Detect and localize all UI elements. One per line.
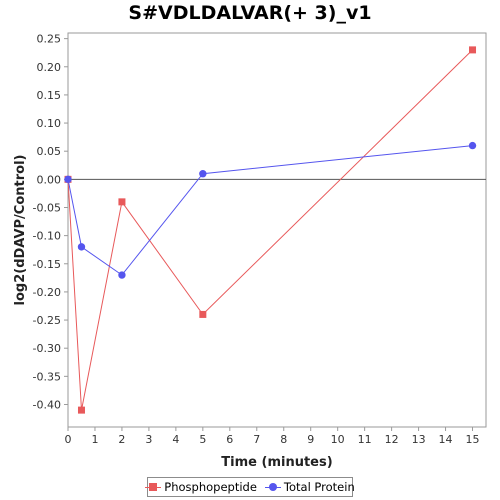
y-tick-label: -0.30 (33, 342, 61, 355)
y-axis-title: log2(dDAVP/Control) (13, 155, 28, 306)
y-tick-label: -0.05 (33, 201, 61, 214)
legend-item-total-protein: Total Protein (264, 480, 355, 494)
y-tick-label: 0.10 (37, 117, 62, 130)
data-point-total-protein (118, 271, 126, 279)
data-point-total-protein (77, 243, 86, 251)
y-tick-label: 0.05 (37, 145, 62, 158)
x-tick-label: 7 (253, 433, 260, 446)
data-point-total-protein (199, 170, 207, 178)
y-tick-label: 0.20 (37, 61, 62, 74)
y-tick-label: -0.15 (33, 258, 61, 271)
data-point-total-protein (468, 141, 477, 150)
y-tick-label: -0.10 (33, 230, 61, 243)
data-point-phosphopeptide (118, 198, 126, 206)
x-tick-label: 4 (172, 433, 179, 446)
data-point-total-protein (64, 175, 72, 184)
legend-label-phosphopeptide: Phosphopeptide (164, 480, 257, 494)
x-tick-label: 6 (226, 433, 233, 446)
x-tick-label: 14 (439, 433, 453, 446)
x-tick-label: 9 (307, 433, 314, 446)
x-tick-label: 0 (65, 433, 72, 446)
x-tick-label: 3 (145, 433, 152, 446)
y-tick-label: 0.00 (37, 173, 62, 186)
y-tick-label: -0.20 (33, 286, 61, 299)
x-tick-label: 8 (280, 433, 287, 446)
chart-title: S#VDLDALVAR(+ 3)_v1 (128, 2, 372, 24)
x-axis-title: Time (minutes) (221, 455, 332, 470)
x-tick-label: 2 (118, 433, 125, 446)
y-tick-label: -0.25 (33, 314, 61, 327)
data-point-phosphopeptide (199, 310, 207, 318)
y-tick-label: 0.15 (37, 89, 62, 102)
data-point-phosphopeptide (469, 46, 477, 54)
y-tick-label: -0.40 (33, 398, 61, 411)
x-tick-label: 1 (91, 433, 98, 446)
legend-item-phosphopeptide: Phosphopeptide (145, 480, 257, 494)
x-tick-label: 11 (358, 433, 372, 446)
legend-label-total-protein: Total Protein (283, 480, 355, 494)
square-marker-icon (145, 482, 162, 492)
legend: Phosphopeptide Total Protein (145, 477, 355, 497)
y-tick-label: -0.35 (33, 370, 61, 383)
x-tick-label: 15 (466, 433, 480, 446)
y-tick-label: 0.25 (37, 33, 62, 46)
circle-marker-icon (264, 482, 281, 492)
x-tick-label: 5 (199, 433, 206, 446)
x-tick-label: 13 (412, 433, 426, 446)
plot-area (67, 32, 487, 428)
x-tick-label: 10 (331, 433, 345, 446)
data-point-phosphopeptide (77, 406, 85, 414)
x-tick-label: 12 (385, 433, 399, 446)
